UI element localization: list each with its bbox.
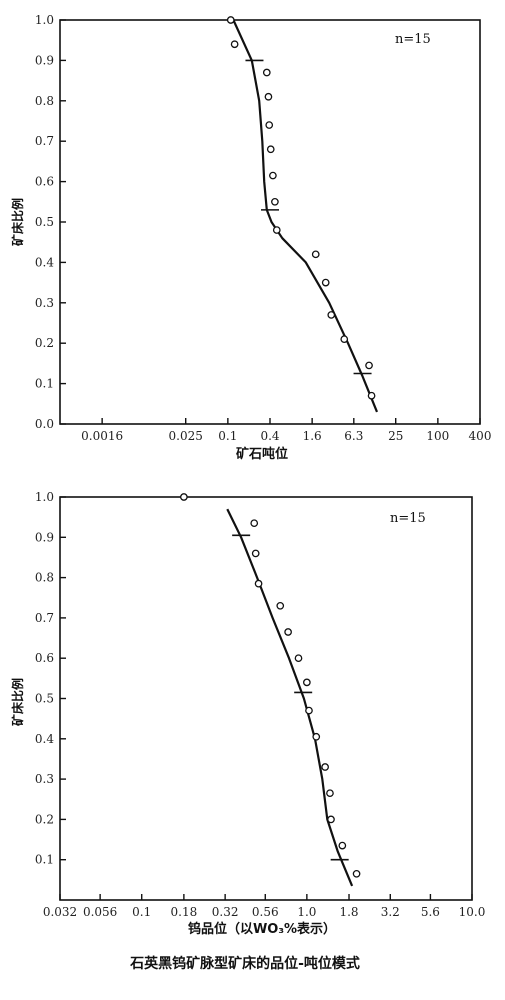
data-point (340, 335, 349, 344)
fitted-curve (232, 19, 379, 413)
x-tick-label: 1.0 (297, 905, 316, 919)
data-point (311, 250, 320, 259)
y-tick-label: 0.8 (35, 94, 54, 108)
y-axis-label: 矿床比例 (10, 198, 25, 246)
y-tick-label: 0.2 (35, 812, 54, 826)
y-tick-label: 0.5 (35, 215, 54, 229)
x-tick-label: 6.3 (344, 429, 363, 443)
y-tick-label: 0.4 (35, 255, 54, 269)
y-tick-label: 0.8 (35, 571, 54, 585)
chart-panel-1: 0.0 0.1 0.2 0.3 0.4 0.5 0.6 0.7 0.8 0.9 1.0 0.0016 0… (10, 13, 491, 462)
fitted-curve (226, 508, 354, 887)
data-point (338, 841, 347, 850)
data-point (180, 493, 188, 501)
y-tick-label: 0.5 (35, 692, 54, 706)
data-point (312, 732, 321, 741)
x-tick-label: 400 (469, 429, 492, 443)
x-tick-label: 0.1 (218, 429, 237, 443)
data-point (250, 519, 259, 528)
data-point (254, 579, 263, 588)
x-tick-label: 10.0 (459, 905, 486, 919)
y-tick-label: 1.0 (35, 13, 54, 27)
data-point (327, 815, 335, 824)
x-tick-label: 3.2 (381, 905, 400, 919)
x-tick-label: 1.8 (339, 905, 358, 919)
data-point (269, 171, 277, 180)
data-point (284, 628, 292, 636)
y-axis-label: 矿床比例 (10, 678, 25, 726)
x-tick-label: 100 (426, 429, 449, 443)
y-tick-label: 0.4 (35, 732, 54, 746)
data-point (276, 601, 285, 610)
x-tick-label: 1.6 (303, 429, 322, 443)
x-tick-label: 0.0016 (81, 429, 123, 443)
y-tick-label: 0.3 (35, 772, 54, 786)
data-point (321, 278, 330, 287)
x-tick-label: 0.18 (171, 905, 198, 919)
y-tick-label: 0.6 (35, 651, 54, 665)
data-point (352, 869, 361, 878)
data-point (265, 121, 274, 129)
data-point (321, 763, 329, 771)
y-tick-label: 0.9 (35, 53, 54, 67)
data-point (264, 92, 273, 101)
data-point (327, 311, 336, 319)
x-tick-label: 0.032 (43, 905, 77, 919)
data-point (294, 654, 303, 663)
x-tick-label: 0.1 (132, 905, 151, 919)
plot-frame (59, 19, 481, 425)
sample-count-annotation: n=15 (395, 32, 431, 47)
x-axis-label: 矿石吨位 (236, 446, 288, 462)
y-tick-label: 0.1 (35, 853, 54, 867)
data-point (230, 40, 239, 49)
data-point (271, 197, 279, 206)
data-point (367, 391, 376, 400)
x-tick-label: 5.6 (421, 905, 440, 919)
data-point (226, 16, 235, 24)
y-tick-label: 0.7 (35, 611, 54, 625)
y-tick-label: 0.6 (35, 175, 54, 189)
y-tick-label: 0.2 (35, 336, 54, 350)
y-tick-label: 1.0 (35, 490, 54, 504)
y-tick-label: 0.9 (35, 530, 54, 544)
x-tick-label: 0.056 (83, 905, 117, 919)
data-point (303, 678, 311, 687)
x-axis-label: 钨品位（以WO₃%表示） (188, 921, 336, 937)
data-point (365, 361, 373, 370)
data-point (262, 68, 271, 77)
x-tick-label: 0.32 (212, 905, 239, 919)
data-point (251, 549, 260, 558)
plot-frame (59, 496, 473, 901)
y-tick-label: 0.7 (35, 134, 54, 148)
y-tick-label: 0.3 (35, 296, 54, 310)
data-point (266, 145, 275, 154)
x-tick-label: 0.4 (260, 429, 279, 443)
figure-caption: 石英黑钨矿脉型矿床的品位-吨位模式 (129, 955, 360, 972)
x-tick-label: 0.56 (252, 905, 279, 919)
data-point (305, 706, 313, 715)
y-tick-label: 0.0 (35, 417, 54, 431)
sample-count-annotation: n=15 (390, 511, 426, 526)
chart-panel-2: 0.1 0.2 0.3 0.4 0.5 0.6 0.7 0.8 0.9 1.0 0.032 0.056… (10, 490, 485, 937)
x-tick-label: 25 (388, 429, 403, 443)
data-point (326, 789, 334, 798)
x-tick-label: 0.025 (169, 429, 203, 443)
data-point (272, 226, 281, 234)
y-tick-label: 0.1 (35, 377, 54, 391)
